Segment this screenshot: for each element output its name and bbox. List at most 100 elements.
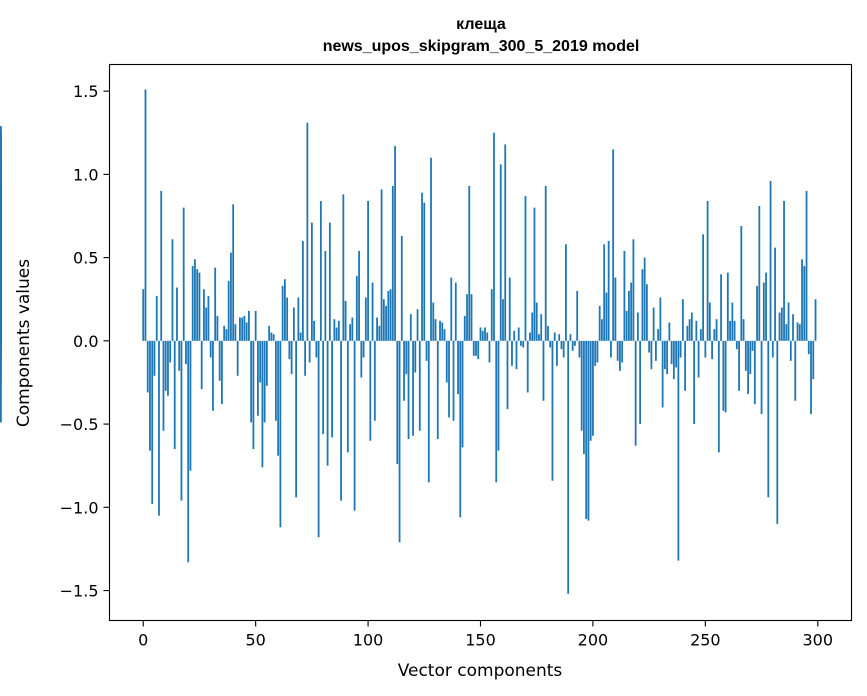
bar	[639, 340, 642, 425]
bar	[0, 340, 2, 355]
bar	[495, 340, 498, 483]
y-tick-label: −1.5	[60, 582, 99, 601]
bar	[544, 186, 547, 341]
bar	[333, 319, 336, 341]
bar	[742, 319, 745, 341]
bar	[306, 122, 309, 341]
bar	[657, 329, 660, 341]
bar	[522, 340, 525, 348]
bar	[189, 340, 192, 471]
bar	[583, 340, 585, 455]
bar	[565, 244, 567, 341]
bar	[783, 201, 785, 341]
bar	[625, 310, 628, 341]
bar	[223, 325, 226, 341]
bar	[230, 252, 232, 341]
bar	[717, 340, 720, 453]
bar	[364, 297, 367, 341]
bar	[515, 340, 518, 370]
bar	[457, 340, 459, 395]
bar	[232, 204, 235, 341]
bar	[567, 340, 570, 594]
x-tick-label: 50	[245, 631, 265, 650]
bar	[236, 340, 239, 376]
bar	[497, 340, 500, 451]
bar	[529, 332, 531, 341]
bar	[792, 314, 794, 341]
bar	[733, 320, 736, 341]
bar	[814, 299, 817, 341]
bar	[281, 285, 284, 341]
bar	[340, 340, 342, 501]
bar	[176, 287, 178, 341]
bar	[675, 340, 678, 368]
bar	[214, 267, 217, 341]
bar	[187, 340, 190, 563]
bar	[371, 282, 374, 341]
x-tick-label: 300	[802, 631, 833, 650]
bar	[162, 340, 165, 431]
bar	[308, 340, 311, 363]
bar	[535, 302, 538, 341]
bar	[394, 146, 396, 341]
bar	[794, 340, 797, 401]
bar	[149, 340, 151, 451]
bar	[684, 340, 687, 391]
bar	[776, 340, 779, 524]
bar	[486, 332, 489, 341]
bar	[398, 340, 401, 543]
bar	[636, 312, 639, 341]
bar	[173, 340, 176, 450]
bar	[603, 244, 606, 341]
bar	[355, 275, 358, 341]
bar	[248, 310, 250, 341]
bar	[441, 322, 444, 341]
bar	[367, 201, 369, 341]
bar	[286, 297, 289, 341]
bar	[301, 240, 304, 341]
bar	[601, 319, 603, 341]
bar	[475, 340, 477, 356]
bar	[803, 265, 806, 341]
bar	[578, 340, 581, 358]
bar	[679, 340, 682, 358]
bar	[270, 332, 273, 341]
bar	[160, 191, 163, 341]
bar	[587, 340, 590, 521]
bar	[261, 340, 264, 468]
bar	[513, 330, 516, 341]
bar	[645, 284, 648, 341]
bar	[670, 340, 673, 365]
y-tick-label: −1.0	[60, 498, 99, 517]
bar	[628, 290, 630, 341]
bar	[239, 317, 241, 341]
plot-frame	[108, 63, 853, 622]
bar	[0, 340, 2, 383]
bar	[448, 340, 450, 418]
bar	[378, 325, 381, 341]
bar	[477, 340, 480, 360]
bar	[200, 340, 203, 390]
bar	[760, 340, 763, 415]
bar	[753, 340, 756, 405]
y-tick-label: 1.5	[73, 82, 98, 101]
bar	[654, 340, 657, 361]
bar	[351, 317, 354, 341]
bar	[556, 340, 558, 366]
bar	[304, 340, 307, 376]
x-tick-label: 100	[353, 631, 384, 650]
bar	[425, 340, 428, 361]
bar	[259, 340, 262, 383]
bar	[346, 340, 349, 453]
bar	[695, 320, 698, 341]
bar	[547, 325, 549, 341]
bar	[470, 294, 473, 341]
bar	[472, 340, 475, 356]
y-tick-label: 0.0	[73, 332, 98, 351]
bar	[418, 340, 421, 431]
bar	[218, 340, 221, 381]
x-tick-label: 250	[690, 631, 721, 650]
bar	[693, 340, 696, 425]
bar	[164, 340, 167, 391]
